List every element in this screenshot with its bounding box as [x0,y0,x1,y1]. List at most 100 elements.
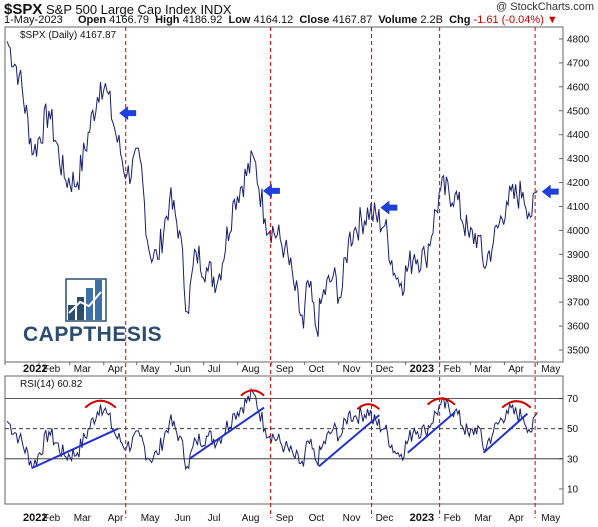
high-value: 4186.92 [182,14,223,26]
date-label: 1-May-2023 [4,14,63,26]
price-tick-label: 3700 [567,298,590,309]
brand-label: @ StockCharts.com [496,1,594,13]
rsi-tick-label: 30 [567,454,579,465]
price-x-tick-label: Feb [43,364,61,375]
price-x-tick-label: May [141,364,160,375]
rsi-x-tick-label: Jun [175,513,191,524]
low-value: 4164.12 [253,14,294,26]
high-label: High [155,14,180,26]
rsi-x-tick-label: Sep [276,513,294,524]
price-x-tick-label: Apr [108,364,124,375]
volume-label: Volume [378,14,418,26]
price-x-tick-label: Mar [74,364,92,375]
rsi-x-tick-label: Apr [108,513,124,524]
logo-bar-1 [68,305,75,320]
price-x-tick-label: Sep [276,364,294,375]
rsi-trendline [32,427,119,469]
price-x-tick-label: Oct [309,364,325,375]
close-label: Close [299,14,330,26]
price-tick-label: 4600 [567,82,590,93]
rsi-x-tick-label: 2022 [23,512,47,524]
left-arrow-icon [119,106,137,121]
rsi-x-tick-label: May [141,513,160,524]
price-y-axis: 3500 3600 3700 3800 3900 4000 4100 4200 4300 4400… [559,34,590,357]
annotations [32,106,559,469]
rsi-trendline [188,406,265,460]
left-arrow-icon [541,184,559,199]
rsi-tick-label: 70 [567,394,579,405]
price-x-tick-label: Nov [343,364,361,375]
price-x-tick-label: Mar [474,364,492,375]
price-x-tick-label: Jun [175,364,191,375]
price-tick-label: 4200 [567,178,590,189]
price-tick-label: 3600 [567,322,590,333]
rsi-arc [426,397,456,406]
rsi-x-tick-label: Feb [444,513,462,524]
price-tick-label: 4800 [567,34,590,45]
logo-arrow-icon [68,291,102,314]
price-tick-label: 4500 [567,106,590,117]
price-tick-label: 4700 [567,58,590,69]
rsi-panel-frame [4,375,564,505]
price-x-tick-label: Apr [508,364,524,375]
price-tick-label: 3500 [567,346,590,357]
price-panel-frame [4,26,564,363]
rsi-x-tick-label: Jul [208,513,221,524]
close-value: 4167.87 [332,14,373,26]
rsi-x-tick-label: Oct [309,513,325,524]
price-tick-label: 3900 [567,250,590,261]
price-tick-label: 4300 [567,154,590,165]
logo-bar-2 [77,297,84,320]
rsi-x-tick-label: Dec [376,513,394,524]
rsi-x-tick-label: May [541,513,560,524]
rsi-x-tick-label: Mar [474,513,492,524]
rsi-arc [501,400,532,409]
rsi-trendline [482,412,529,454]
price-x-tick-label: Jul [208,364,221,375]
price-x-tick-label: 2022 [23,363,47,375]
price-x-tick-label: Aug [242,364,260,375]
price-x-tick-label: Dec [376,364,394,375]
open-label: Open [77,14,107,26]
rsi-arc [356,403,380,410]
symbol-label: $SPX [4,1,43,18]
rsi-tick-label: 10 [567,484,579,495]
price-x-tick-label: May [541,364,560,375]
rsi-x-tick-label: 2023 [410,512,434,524]
index-name: S&P 500 Large Cap Index [45,2,197,17]
open-value: 4166.79 [109,14,149,26]
chart-title: $SPX S&P 500 Large Cap Index INDX [4,1,232,18]
price-series [6,41,538,337]
rsi-arc [84,399,117,409]
rsi-x-tick-label: Nov [343,513,361,524]
logo-text: CAPPTHESIS [23,323,162,346]
rsi-x-tick-label: Aug [242,513,260,524]
price-x-tick-label: Feb [444,364,462,375]
chg-value: -1.61 (-0.04%) [473,14,544,26]
logo-frame [65,278,107,322]
price-tick-label: 4000 [567,226,590,237]
chg-label: Chg [449,14,471,26]
price-tick-label: 3800 [567,274,590,285]
rsi-trendline [407,411,456,454]
price-legend: $SPX (Daily) 4167.87 [20,30,117,41]
rsi-x-tick-label: Apr [508,513,524,524]
price-tick-label: 4400 [567,130,590,141]
price-line [6,41,538,337]
left-arrow-icon [262,183,280,198]
rsi-arc [240,389,265,397]
exchange-label: INDX [200,2,232,17]
capp-thesis-logo: CAPPTHESIS [23,278,162,346]
x-axes: 20222022FebFebMarMarAprAprMayMayJunJunJu… [4,362,560,524]
rsi-x-tick-label: Mar [74,513,92,524]
ohlc-readout: 1-May-2023 Open 4166.79 High 4186.92 Low… [4,14,558,26]
price-tick-label: 4100 [567,202,590,213]
rsi-legend: RSI(14) 60.82 [20,379,83,390]
volume-value: 2.2B [420,14,443,26]
logo-bar-4 [95,280,102,320]
rsi-x-tick-label: Feb [43,513,61,524]
price-x-tick-label: 2023 [410,363,434,375]
rsi-tick-label: 50 [567,424,579,435]
down-triangle-icon: ▼ [546,14,558,26]
